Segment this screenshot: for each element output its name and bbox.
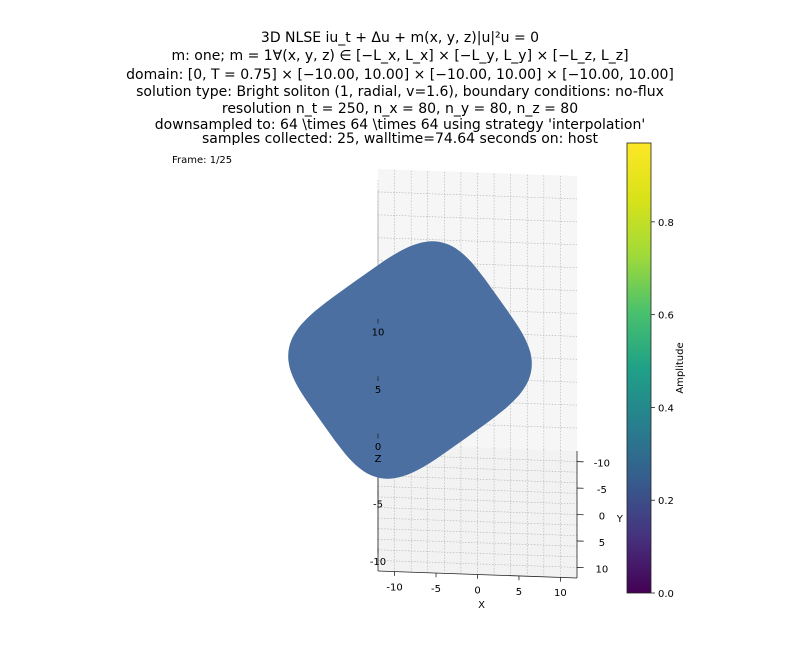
colorbar-tick-label: 0.4 [658,403,674,414]
x-tick-label: -5 [431,584,441,595]
colorbar-gradient [626,142,652,594]
z-tick-label: 10 [372,328,385,339]
colorbar: 0.0 0.2 0.4 0.6 0.8 Amplitude [626,142,686,600]
x-tick-label: -10 [386,582,402,593]
x-tick-label: 10 [554,588,567,599]
title-line-4: solution type: Bright soliton (1, radial… [136,84,664,100]
title-line-2: m: one; m = 1∀(x, y, z) ∈ [−L_x, L_x] × … [171,48,629,64]
x-tick-label: 0 [474,585,480,596]
z-tick-label: -10 [370,557,386,568]
x-axis-label: X [478,600,485,611]
y-axis-label: Y [616,514,624,525]
colorbar-label: Amplitude [675,342,686,393]
title-line-3: domain: [0, T = 0.75] × [−10.00, 10.00] … [126,67,674,83]
grid-line [377,549,578,558]
grid-line [377,496,578,505]
axes-ticks: -10 -5 0 5 10 X -10 -5 0 5 10 Y -10 -5 0 5 10 Z [370,318,624,611]
colorbar-tick-label: 0.6 [658,311,674,322]
y-tick-label: -10 [594,458,610,469]
title-line-1: 3D NLSE iu_t + Δu + m(x, y, z)|u|²u = 0 [260,30,540,46]
x-tick-label: 5 [516,587,522,598]
y-tick-label: 0 [599,511,605,522]
grid-line [377,214,578,223]
colorbar-tick-label: 0.2 [658,496,674,507]
colorbar-tick-label: 0.8 [658,218,674,229]
title-line-5: resolution n_t = 250, n_x = 80, n_y = 80… [221,101,579,117]
isosurface [288,241,532,479]
z-tick-label: 5 [375,385,381,396]
y-tick-label: 10 [596,564,609,575]
z-tick-label: 0 [375,442,381,453]
z-axis-label: Z [375,454,382,465]
z-tick-label: -5 [373,499,383,510]
grid-line [377,475,578,484]
isosurface-blob [288,241,532,479]
title-line-6: downsampled to: 64 \times 64 \times 64 u… [154,117,646,133]
y-tick-label: -5 [597,485,607,496]
frame-label: Frame: 1/25 [172,155,233,166]
colorbar-tick-label: 0.0 [658,589,674,600]
grid-line [377,538,578,547]
grid-line [377,237,578,246]
grid-line [377,517,578,526]
y-tick-label: 5 [599,538,605,549]
grid-line [377,191,578,200]
title-line-7: samples collected: 25, walltime=74.64 se… [201,131,599,145]
grid-line [377,560,578,568]
